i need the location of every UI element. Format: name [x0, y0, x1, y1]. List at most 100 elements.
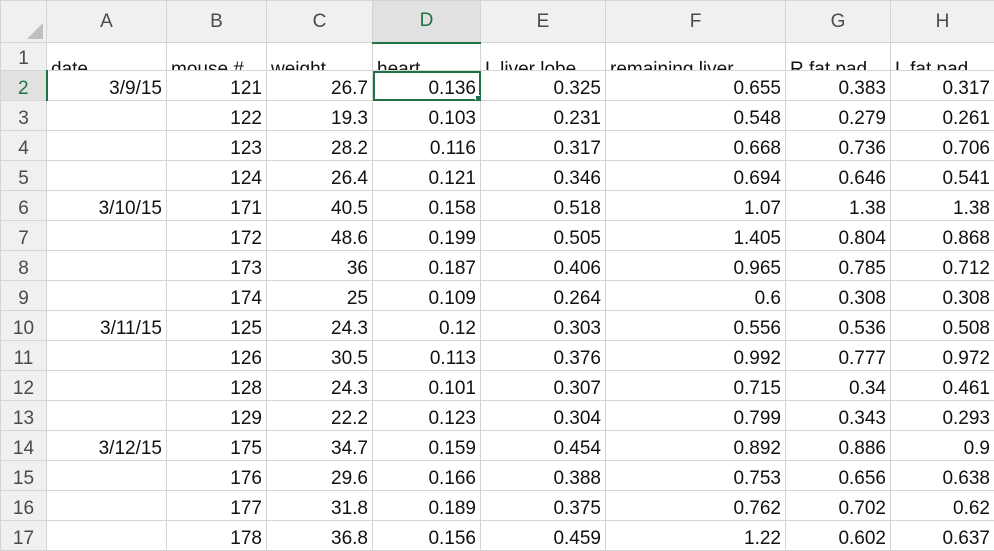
cell-h8[interactable]: 0.712	[890, 250, 994, 281]
row-header[interactable]: 10	[0, 310, 47, 341]
cell-e11[interactable]: 0.376	[480, 340, 606, 371]
cell-d7[interactable]: 0.199	[372, 220, 481, 251]
cell-d12[interactable]: 0.101	[372, 370, 481, 401]
row-header[interactable]: 13	[0, 400, 47, 431]
column-header-b[interactable]: B	[166, 0, 267, 43]
column-header-h[interactable]: H	[890, 0, 994, 43]
cell-h15[interactable]: 0.638	[890, 460, 994, 491]
cell-c11[interactable]: 30.5	[266, 340, 373, 371]
cell-b2[interactable]: 121	[166, 70, 267, 101]
cell-f11[interactable]: 0.992	[605, 340, 786, 371]
cell-d2[interactable]: 0.136	[372, 70, 481, 101]
cell-f16[interactable]: 0.762	[605, 490, 786, 521]
cell-d3[interactable]: 0.103	[372, 100, 481, 131]
cell-h1[interactable]: L fat pad	[890, 42, 994, 71]
column-header-d[interactable]: D	[372, 0, 481, 44]
cell-g1[interactable]: R fat pad	[785, 42, 891, 71]
cell-g9[interactable]: 0.308	[785, 280, 891, 311]
cell-g7[interactable]: 0.804	[785, 220, 891, 251]
cell-c10[interactable]: 24.3	[266, 310, 373, 341]
cell-a3[interactable]	[46, 100, 167, 131]
cell-e16[interactable]: 0.375	[480, 490, 606, 521]
cell-a9[interactable]	[46, 280, 167, 311]
cell-h13[interactable]: 0.293	[890, 400, 994, 431]
column-header-c[interactable]: C	[266, 0, 373, 43]
cell-a14[interactable]: 3/12/15	[46, 430, 167, 461]
cell-f10[interactable]: 0.556	[605, 310, 786, 341]
cell-e1[interactable]: L liver lobe	[480, 42, 606, 71]
row-header[interactable]: 1	[0, 42, 47, 71]
row-header[interactable]: 7	[0, 220, 47, 251]
cell-b13[interactable]: 129	[166, 400, 267, 431]
cell-e10[interactable]: 0.303	[480, 310, 606, 341]
cell-h3[interactable]: 0.261	[890, 100, 994, 131]
cell-f3[interactable]: 0.548	[605, 100, 786, 131]
cell-b6[interactable]: 171	[166, 190, 267, 221]
cell-c5[interactable]: 26.4	[266, 160, 373, 191]
cell-a8[interactable]	[46, 250, 167, 281]
cell-e15[interactable]: 0.388	[480, 460, 606, 491]
cell-f9[interactable]: 0.6	[605, 280, 786, 311]
cell-c15[interactable]: 29.6	[266, 460, 373, 491]
row-header[interactable]: 17	[0, 520, 47, 551]
cell-c2[interactable]: 26.7	[266, 70, 373, 101]
cell-a6[interactable]: 3/10/15	[46, 190, 167, 221]
fill-handle[interactable]	[475, 95, 480, 100]
cell-a7[interactable]	[46, 220, 167, 251]
row-header[interactable]: 12	[0, 370, 47, 401]
row-header[interactable]: 6	[0, 190, 47, 221]
cell-c9[interactable]: 25	[266, 280, 373, 311]
cell-h2[interactable]: 0.317	[890, 70, 994, 101]
cell-e14[interactable]: 0.454	[480, 430, 606, 461]
cell-f7[interactable]: 1.405	[605, 220, 786, 251]
cell-h9[interactable]: 0.308	[890, 280, 994, 311]
cell-b3[interactable]: 122	[166, 100, 267, 131]
cell-f12[interactable]: 0.715	[605, 370, 786, 401]
cell-a12[interactable]	[46, 370, 167, 401]
cell-g2[interactable]: 0.383	[785, 70, 891, 101]
row-header[interactable]: 16	[0, 490, 47, 521]
cell-d5[interactable]: 0.121	[372, 160, 481, 191]
cell-b7[interactable]: 172	[166, 220, 267, 251]
cell-f2[interactable]: 0.655	[605, 70, 786, 101]
cell-c8[interactable]: 36	[266, 250, 373, 281]
column-header-f[interactable]: F	[605, 0, 786, 43]
cell-b14[interactable]: 175	[166, 430, 267, 461]
cell-d14[interactable]: 0.159	[372, 430, 481, 461]
cell-d13[interactable]: 0.123	[372, 400, 481, 431]
cell-h12[interactable]: 0.461	[890, 370, 994, 401]
cell-b17[interactable]: 178	[166, 520, 267, 551]
cell-f13[interactable]: 0.799	[605, 400, 786, 431]
cell-a17[interactable]	[46, 520, 167, 551]
cell-b10[interactable]: 125	[166, 310, 267, 341]
cell-c1[interactable]: weight	[266, 42, 373, 71]
column-header-g[interactable]: G	[785, 0, 891, 43]
cell-c3[interactable]: 19.3	[266, 100, 373, 131]
row-header[interactable]: 11	[0, 340, 47, 371]
cell-g10[interactable]: 0.536	[785, 310, 891, 341]
cell-b12[interactable]: 128	[166, 370, 267, 401]
cell-f4[interactable]: 0.668	[605, 130, 786, 161]
cell-f5[interactable]: 0.694	[605, 160, 786, 191]
cell-b16[interactable]: 177	[166, 490, 267, 521]
row-header[interactable]: 14	[0, 430, 47, 461]
cell-f14[interactable]: 0.892	[605, 430, 786, 461]
row-header[interactable]: 15	[0, 460, 47, 491]
cell-b8[interactable]: 173	[166, 250, 267, 281]
cell-e5[interactable]: 0.346	[480, 160, 606, 191]
cell-b11[interactable]: 126	[166, 340, 267, 371]
cell-g3[interactable]: 0.279	[785, 100, 891, 131]
cell-h6[interactable]: 1.38	[890, 190, 994, 221]
cell-b9[interactable]: 174	[166, 280, 267, 311]
cell-e4[interactable]: 0.317	[480, 130, 606, 161]
cell-c4[interactable]: 28.2	[266, 130, 373, 161]
cell-d10[interactable]: 0.12	[372, 310, 481, 341]
cell-h5[interactable]: 0.541	[890, 160, 994, 191]
cell-h7[interactable]: 0.868	[890, 220, 994, 251]
cell-e8[interactable]: 0.406	[480, 250, 606, 281]
cell-f15[interactable]: 0.753	[605, 460, 786, 491]
row-header[interactable]: 2	[0, 70, 48, 101]
cell-d16[interactable]: 0.189	[372, 490, 481, 521]
cell-e2[interactable]: 0.325	[480, 70, 606, 101]
cell-a11[interactable]	[46, 340, 167, 371]
